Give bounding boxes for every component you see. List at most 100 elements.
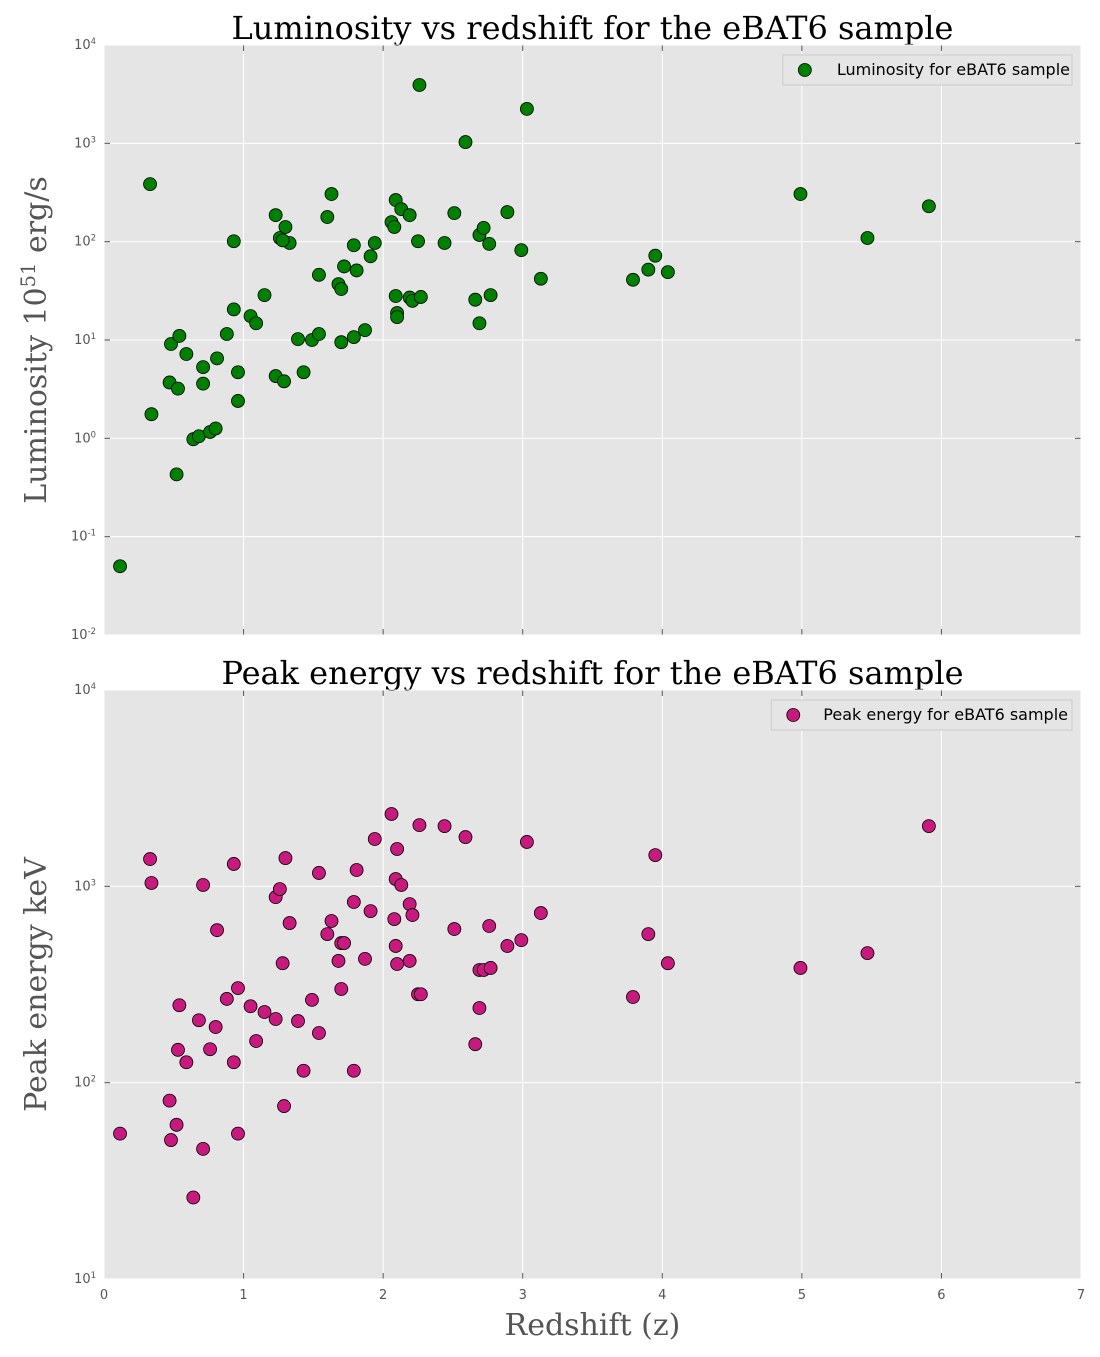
data-point [296,1063,311,1078]
data-point [275,956,290,971]
data-point [257,1005,272,1019]
legend-box [770,699,1073,731]
data-point [390,957,405,971]
data-point [171,1042,185,1057]
data-point [483,961,498,975]
data-point [179,347,194,361]
data-point [231,365,245,380]
data-point [320,210,335,224]
data-point [390,842,405,856]
data-point [208,421,223,436]
x-tick-label: 4 [658,1288,666,1303]
data-point [413,987,428,1002]
data-point [243,999,258,1014]
data-point [387,220,402,234]
data-point [514,243,529,258]
data-point [793,961,808,975]
data-point [312,1026,326,1040]
data-point [458,830,473,844]
data-point [196,376,210,391]
data-point [411,234,425,249]
data-point [346,330,361,345]
data-point [312,866,326,880]
data-point [231,1126,245,1141]
data-point [162,1093,177,1108]
legend: Peak energy for eBAT6 sample [770,699,1073,731]
data-point [331,954,346,968]
data-point [468,1037,483,1052]
data-point [219,327,234,341]
x-tick-label: 3 [519,1288,527,1303]
data-point [210,923,224,938]
data-point [169,1117,184,1132]
data-point [394,878,409,892]
data-point [648,848,663,863]
data-point [337,936,351,950]
data-point [334,335,349,350]
data-point [164,1133,178,1147]
data-point [186,1190,201,1205]
y-axis-label: Luminosity 1051 erg/s [17,176,55,504]
data-point [520,101,534,116]
data-point [172,998,187,1013]
data-point [113,1126,127,1141]
data-point [402,208,417,223]
data-point [192,1013,206,1028]
data-point [468,292,483,307]
data-point [337,259,351,274]
data-point [437,236,452,250]
data-point [447,206,462,221]
data-point [437,819,452,833]
data-point [388,289,403,303]
data-point [358,323,372,338]
data-point [367,236,382,250]
y-tick-label: 10-1 [71,528,96,545]
y-tick-label: 103 [74,134,96,151]
plot-frame [103,44,1082,636]
data-point [249,1034,264,1048]
data-point [334,982,349,996]
x-axis-label: Redshift (z) [505,1308,681,1343]
data-point [278,851,293,865]
data-point [169,467,184,482]
data-point [533,271,548,286]
y-tick-label: 10-2 [71,626,96,643]
data-point [231,981,245,996]
data-point [210,351,224,366]
data-point [208,1020,223,1034]
data-point [196,1141,210,1156]
data-point [144,407,159,422]
data-point [413,290,428,304]
data-point [520,835,534,849]
data-point [860,231,875,245]
data-point [196,360,210,375]
plot-area [104,690,1081,1279]
data-point [312,267,326,282]
data-point [660,956,675,971]
y-tick-label: 102 [74,233,96,250]
y-tick-label: 100 [74,429,96,446]
y-tick-label: 101 [74,1270,96,1287]
data-point [390,310,405,324]
data-point [793,187,808,201]
data-point [334,282,349,296]
data-point [113,559,127,574]
y-tick-label: 102 [74,1074,96,1091]
data-point [296,365,311,380]
data-point [346,238,361,253]
y-tick-label: 103 [74,877,96,894]
data-point [226,857,241,871]
data-point [226,1055,241,1070]
data-point [514,933,529,948]
data-point [641,262,656,277]
data-point [179,1055,194,1070]
data-point [533,906,548,920]
data-point [358,951,372,966]
data-point [272,882,287,897]
data-point [476,221,491,235]
data-point [219,992,234,1006]
data-point [275,233,290,248]
chart-title: Peak energy vs redshift for the eBAT6 sa… [221,654,963,692]
